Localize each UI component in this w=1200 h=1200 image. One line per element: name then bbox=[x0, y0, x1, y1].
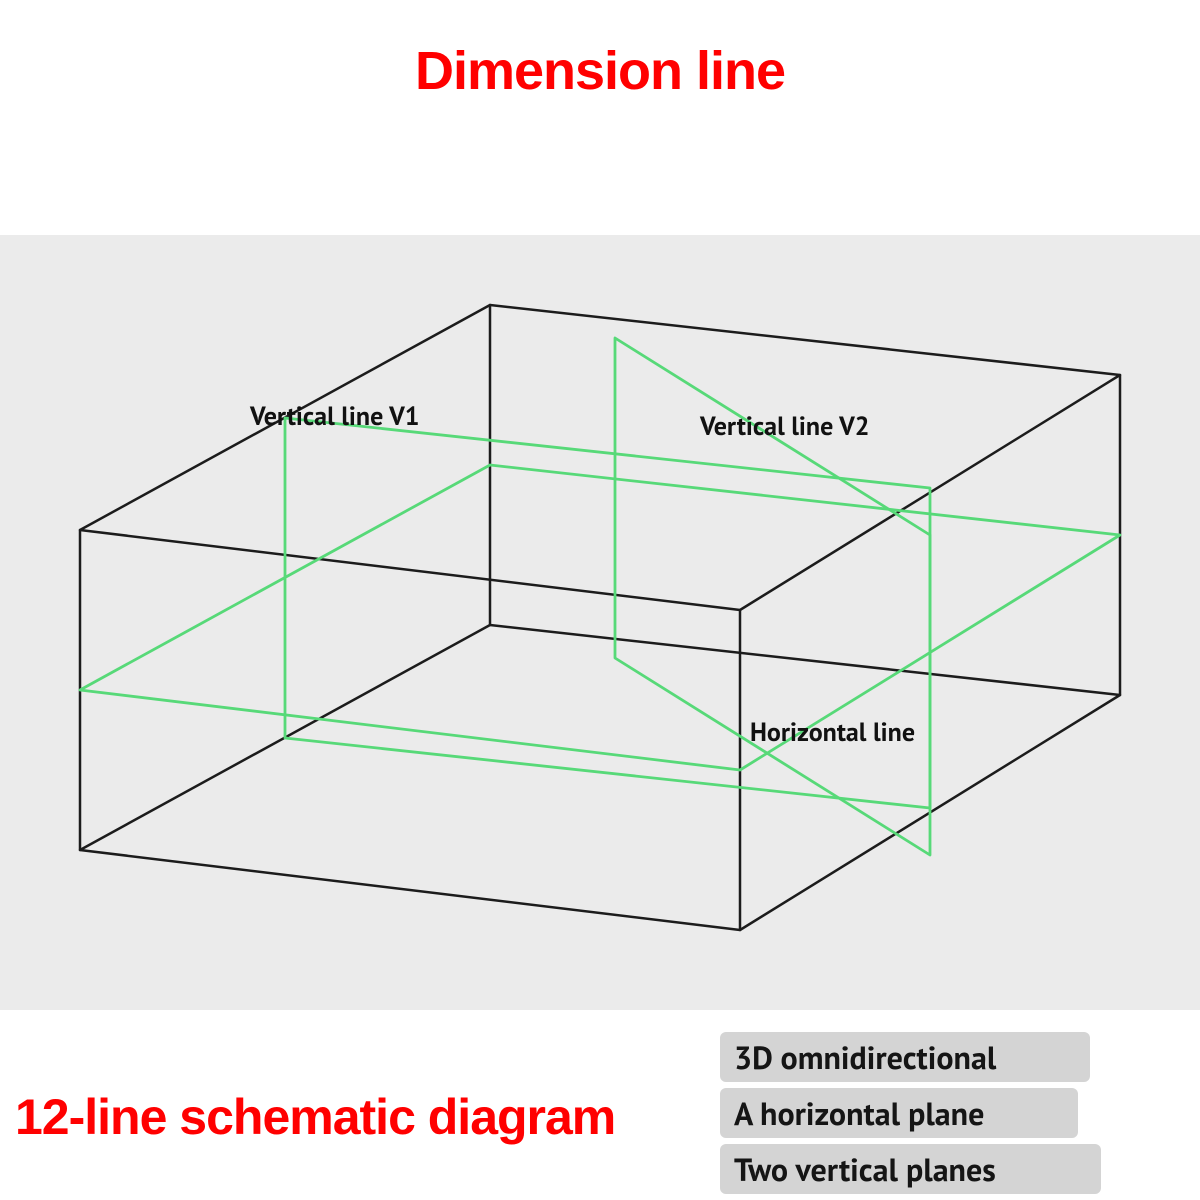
page-root: Dimension line Vertical line V1 Vertical… bbox=[0, 0, 1200, 1200]
label-vertical-v2: Vertical line V2 bbox=[700, 410, 870, 443]
diagram-panel: Vertical line V1 Vertical line V2 Horizo… bbox=[0, 235, 1200, 1010]
subtitle: 12-line schematic diagram bbox=[15, 1088, 615, 1146]
badge-horizontal-plane: A horizontal plane bbox=[720, 1088, 1078, 1138]
badge-3d-omnidirectional: 3D omnidirectional bbox=[720, 1032, 1090, 1082]
label-horizontal: Horizontal line bbox=[750, 716, 915, 749]
main-title: Dimension line bbox=[0, 40, 1200, 102]
label-vertical-v1: Vertical line V1 bbox=[250, 400, 420, 433]
badge-vertical-planes: Two vertical planes bbox=[720, 1144, 1101, 1194]
box-diagram bbox=[0, 235, 1200, 1010]
